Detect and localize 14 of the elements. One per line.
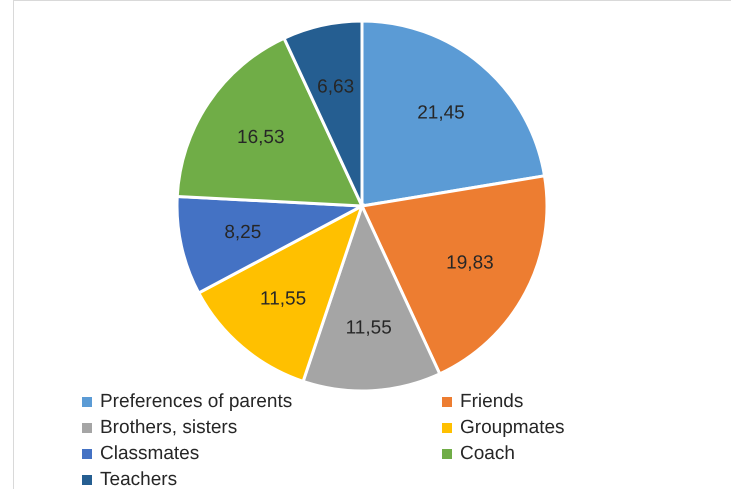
data-label: 6,63: [317, 76, 354, 98]
legend-label: Preferences of parents: [100, 391, 292, 413]
data-label: 11,55: [346, 317, 392, 338]
legend-label: Coach: [460, 443, 515, 465]
data-label: 8,25: [224, 222, 262, 244]
legend-label: Teachers: [100, 469, 178, 489]
data-label: 21,45: [417, 102, 465, 124]
legend-label: Classmates: [100, 443, 200, 465]
legend-label: Groupmates: [460, 417, 565, 439]
legend-label: Brothers, sisters: [100, 417, 238, 439]
data-label: 11,55: [260, 288, 306, 310]
data-label: 19,83: [446, 252, 494, 274]
data-label: 16,53: [237, 127, 285, 148]
legend-label: Friends: [460, 391, 524, 413]
